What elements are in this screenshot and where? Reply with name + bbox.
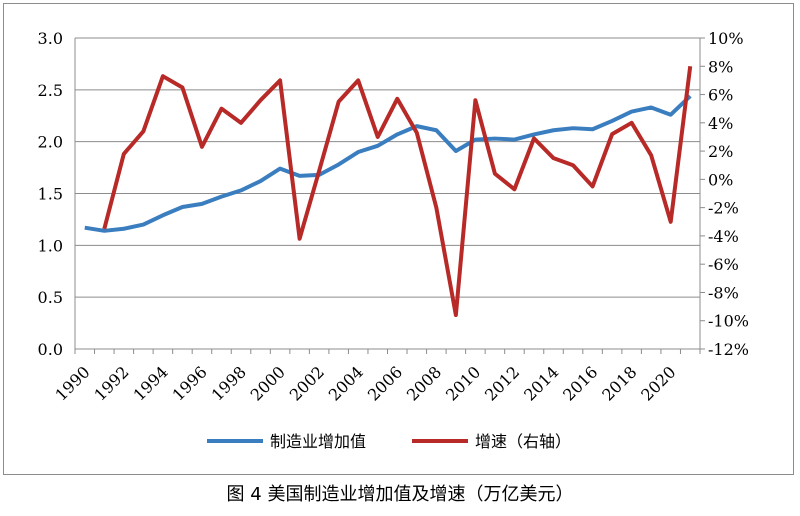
series: [84, 66, 693, 318]
x-tick-label: 2006: [364, 362, 406, 404]
right-tick-label: 0%: [708, 170, 733, 189]
left-axis-ticks: 0.0 0.5 1.0 1.5 2.0 2.5 3.0: [38, 29, 63, 359]
x-tick-label: 1992: [90, 362, 132, 404]
left-tick-label: 2.0: [38, 133, 63, 152]
right-axis-ticks: -12% -10% -8% -6% -4% -2% 0% 2% 4% 6% 8% 10%: [700, 29, 749, 359]
x-tick-label: 2000: [247, 362, 289, 404]
x-axis-ticks: 1990199219941996199820002002200420062008…: [51, 349, 701, 405]
gridlines: [75, 37, 700, 350]
right-tick-label: -12%: [708, 340, 749, 359]
right-tick-label: 10%: [708, 29, 744, 48]
x-tick-label: 2014: [520, 362, 562, 404]
x-tick-label: 2010: [442, 362, 484, 404]
left-tick-label: 0.0: [38, 340, 63, 359]
left-tick-label: 1.0: [38, 236, 63, 255]
left-tick-label: 2.5: [38, 81, 63, 100]
right-tick-label: -2%: [708, 199, 739, 218]
x-tick-label: 2008: [403, 362, 445, 404]
legend: 制造业增加值 增速（右轴）: [207, 432, 571, 451]
x-tick-label: 2016: [559, 362, 601, 404]
x-tick-label: 1998: [208, 362, 250, 404]
x-tick-label: 2002: [286, 362, 328, 404]
figure-caption: 图 4 美国制造业增加值及增速（万亿美元）: [226, 484, 574, 505]
right-tick-label: 8%: [708, 57, 733, 76]
x-tick-label: 1990: [51, 362, 93, 404]
right-tick-label: 4%: [708, 114, 733, 133]
series-line-0: [84, 94, 692, 233]
x-tick-label: 2004: [325, 362, 367, 404]
right-tick-label: -4%: [708, 227, 739, 246]
x-tick-label: 2018: [598, 362, 640, 404]
series-line-1: [102, 66, 693, 318]
x-tick-label: 2020: [637, 362, 679, 404]
legend-label: 制造业增加值: [270, 432, 366, 451]
legend-label: 增速（右轴）: [475, 432, 571, 451]
right-tick-label: -10%: [708, 312, 749, 331]
right-tick-label: -8%: [708, 283, 739, 302]
left-tick-label: 0.5: [38, 288, 63, 307]
x-tick-label: 1996: [169, 362, 211, 404]
chart-frame: [3, 3, 794, 475]
right-tick-label: -6%: [708, 255, 739, 274]
x-tick-label: 1994: [129, 362, 171, 404]
right-tick-label: 2%: [708, 142, 733, 161]
x-tick-label: 2012: [481, 362, 523, 404]
left-tick-label: 3.0: [38, 29, 63, 48]
right-tick-label: 6%: [708, 86, 733, 105]
left-tick-label: 1.5: [38, 185, 63, 204]
